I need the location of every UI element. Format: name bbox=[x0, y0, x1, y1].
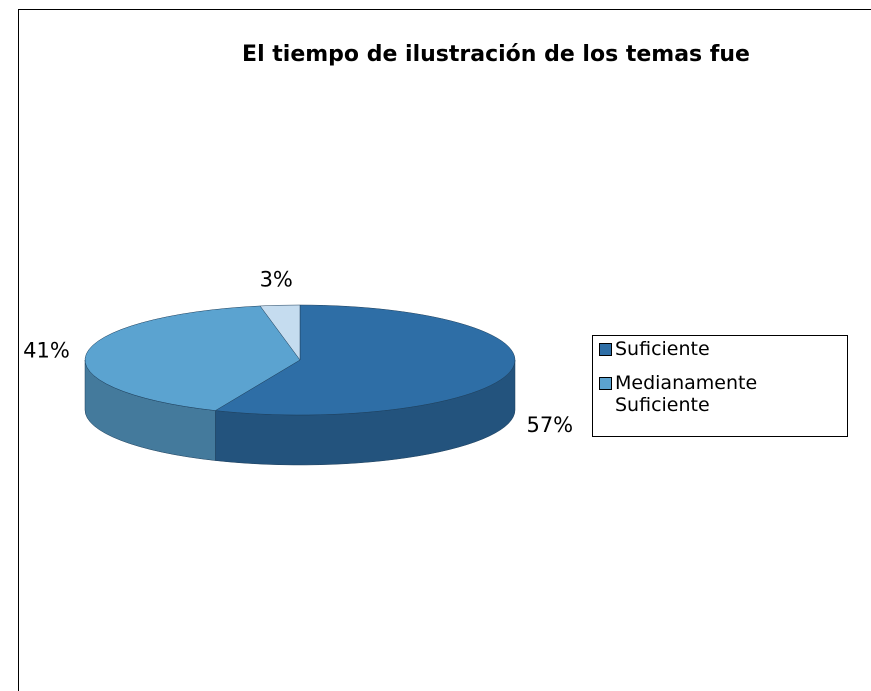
legend-item: Medianamente Suficiente bbox=[599, 372, 841, 416]
legend-label: Medianamente Suficiente bbox=[615, 372, 758, 416]
data-label: 41% bbox=[23, 338, 70, 362]
legend-swatch bbox=[599, 343, 612, 356]
slice bbox=[214, 304, 516, 416]
legend-label: Suficiente bbox=[615, 338, 710, 360]
slice bbox=[259, 304, 301, 361]
legend: Suficiente Medianamente Suficiente bbox=[592, 335, 848, 437]
data-label: 3% bbox=[260, 267, 293, 291]
legend-swatch bbox=[599, 377, 612, 390]
chart-title: El tiempo de ilustración de los temas fu… bbox=[242, 42, 750, 67]
chart-border bbox=[18, 9, 871, 691]
data-label: 57% bbox=[526, 413, 573, 437]
legend-item: Suficiente bbox=[599, 338, 841, 360]
slice bbox=[84, 305, 301, 411]
